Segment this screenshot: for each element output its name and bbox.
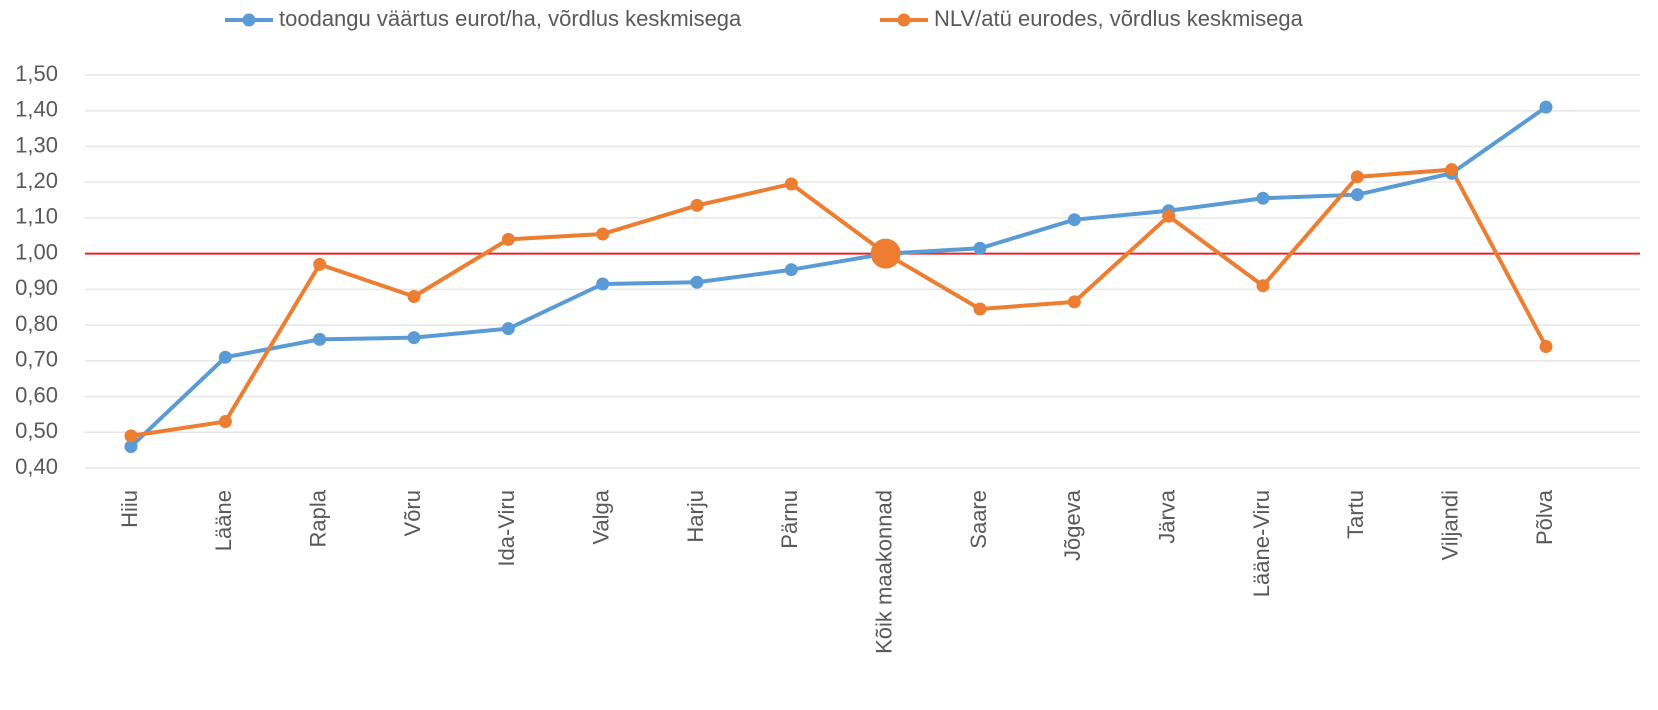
x-tick-label: Harju [683, 490, 708, 543]
point-marker [690, 198, 704, 212]
y-tick-label: 1,10 [15, 204, 58, 229]
x-tick-label: Viljandi [1437, 490, 1462, 561]
point-marker [1350, 170, 1364, 184]
point-marker [1067, 213, 1081, 227]
legend-label: toodangu väärtus eurot/ha, võrdlus keskm… [279, 6, 742, 31]
point-marker [870, 238, 901, 269]
point-marker [218, 415, 232, 429]
y-tick-label: 1,00 [15, 239, 58, 264]
y-tick-label: 0,40 [15, 454, 58, 479]
x-tick-label: Pärnu [777, 490, 802, 549]
y-tick-label: 0,70 [15, 347, 58, 372]
point-marker [1162, 209, 1176, 223]
x-tick-label: Võru [400, 490, 425, 536]
point-marker [690, 275, 704, 289]
series-line [129, 105, 1548, 449]
x-tick-label: Ida-Viru [494, 490, 519, 567]
series-line [130, 167, 1548, 438]
y-tick-label: 1,30 [15, 132, 58, 157]
point-marker [1067, 295, 1081, 309]
y-tick-label: 0,60 [15, 382, 58, 407]
x-tick-label: Saare [966, 490, 991, 549]
x-tick-label: Lääne-Viru [1249, 490, 1274, 597]
legend-marker [897, 13, 911, 27]
point-marker [407, 331, 421, 345]
point-marker [596, 277, 610, 291]
x-tick-label: Tartu [1343, 490, 1368, 539]
point-marker [407, 290, 421, 304]
point-marker [784, 177, 798, 191]
point-marker [1445, 163, 1459, 177]
point-marker [784, 263, 798, 277]
y-tick-label: 1,20 [15, 168, 58, 193]
point-marker [313, 332, 327, 346]
y-tick-label: 0,90 [15, 275, 58, 300]
x-tick-label: Valga [588, 489, 613, 544]
point-marker [973, 302, 987, 316]
y-tick-label: 1,40 [15, 97, 58, 122]
point-marker [124, 440, 138, 454]
point-marker [1256, 279, 1270, 293]
point-marker [596, 227, 610, 241]
y-tick-label: 0,80 [15, 311, 58, 336]
x-tick-label: Järva [1154, 489, 1179, 544]
y-tick-label: 1,50 [15, 61, 58, 86]
point-marker [501, 322, 515, 336]
x-tick-label: Põlva [1532, 489, 1557, 545]
point-marker [1539, 100, 1553, 114]
point-marker [1350, 188, 1364, 202]
legend-label: NLV/atü eurodes, võrdlus keskmisega [934, 6, 1304, 31]
x-tick-label: Kõik maakonnad [871, 490, 896, 654]
legend-marker [242, 13, 256, 27]
point-marker [313, 257, 327, 271]
x-tick-label: Hiiu [117, 490, 142, 528]
x-tick-label: Jõgeva [1060, 489, 1085, 561]
point-marker [1256, 191, 1270, 205]
point-marker [973, 241, 987, 255]
point-marker [124, 429, 138, 443]
point-marker [501, 232, 515, 246]
x-tick-label: Rapla [305, 489, 330, 547]
point-marker [218, 350, 232, 364]
point-marker [1539, 340, 1553, 354]
x-tick-label: Lääne [211, 490, 236, 551]
y-tick-label: 0,50 [15, 418, 58, 443]
